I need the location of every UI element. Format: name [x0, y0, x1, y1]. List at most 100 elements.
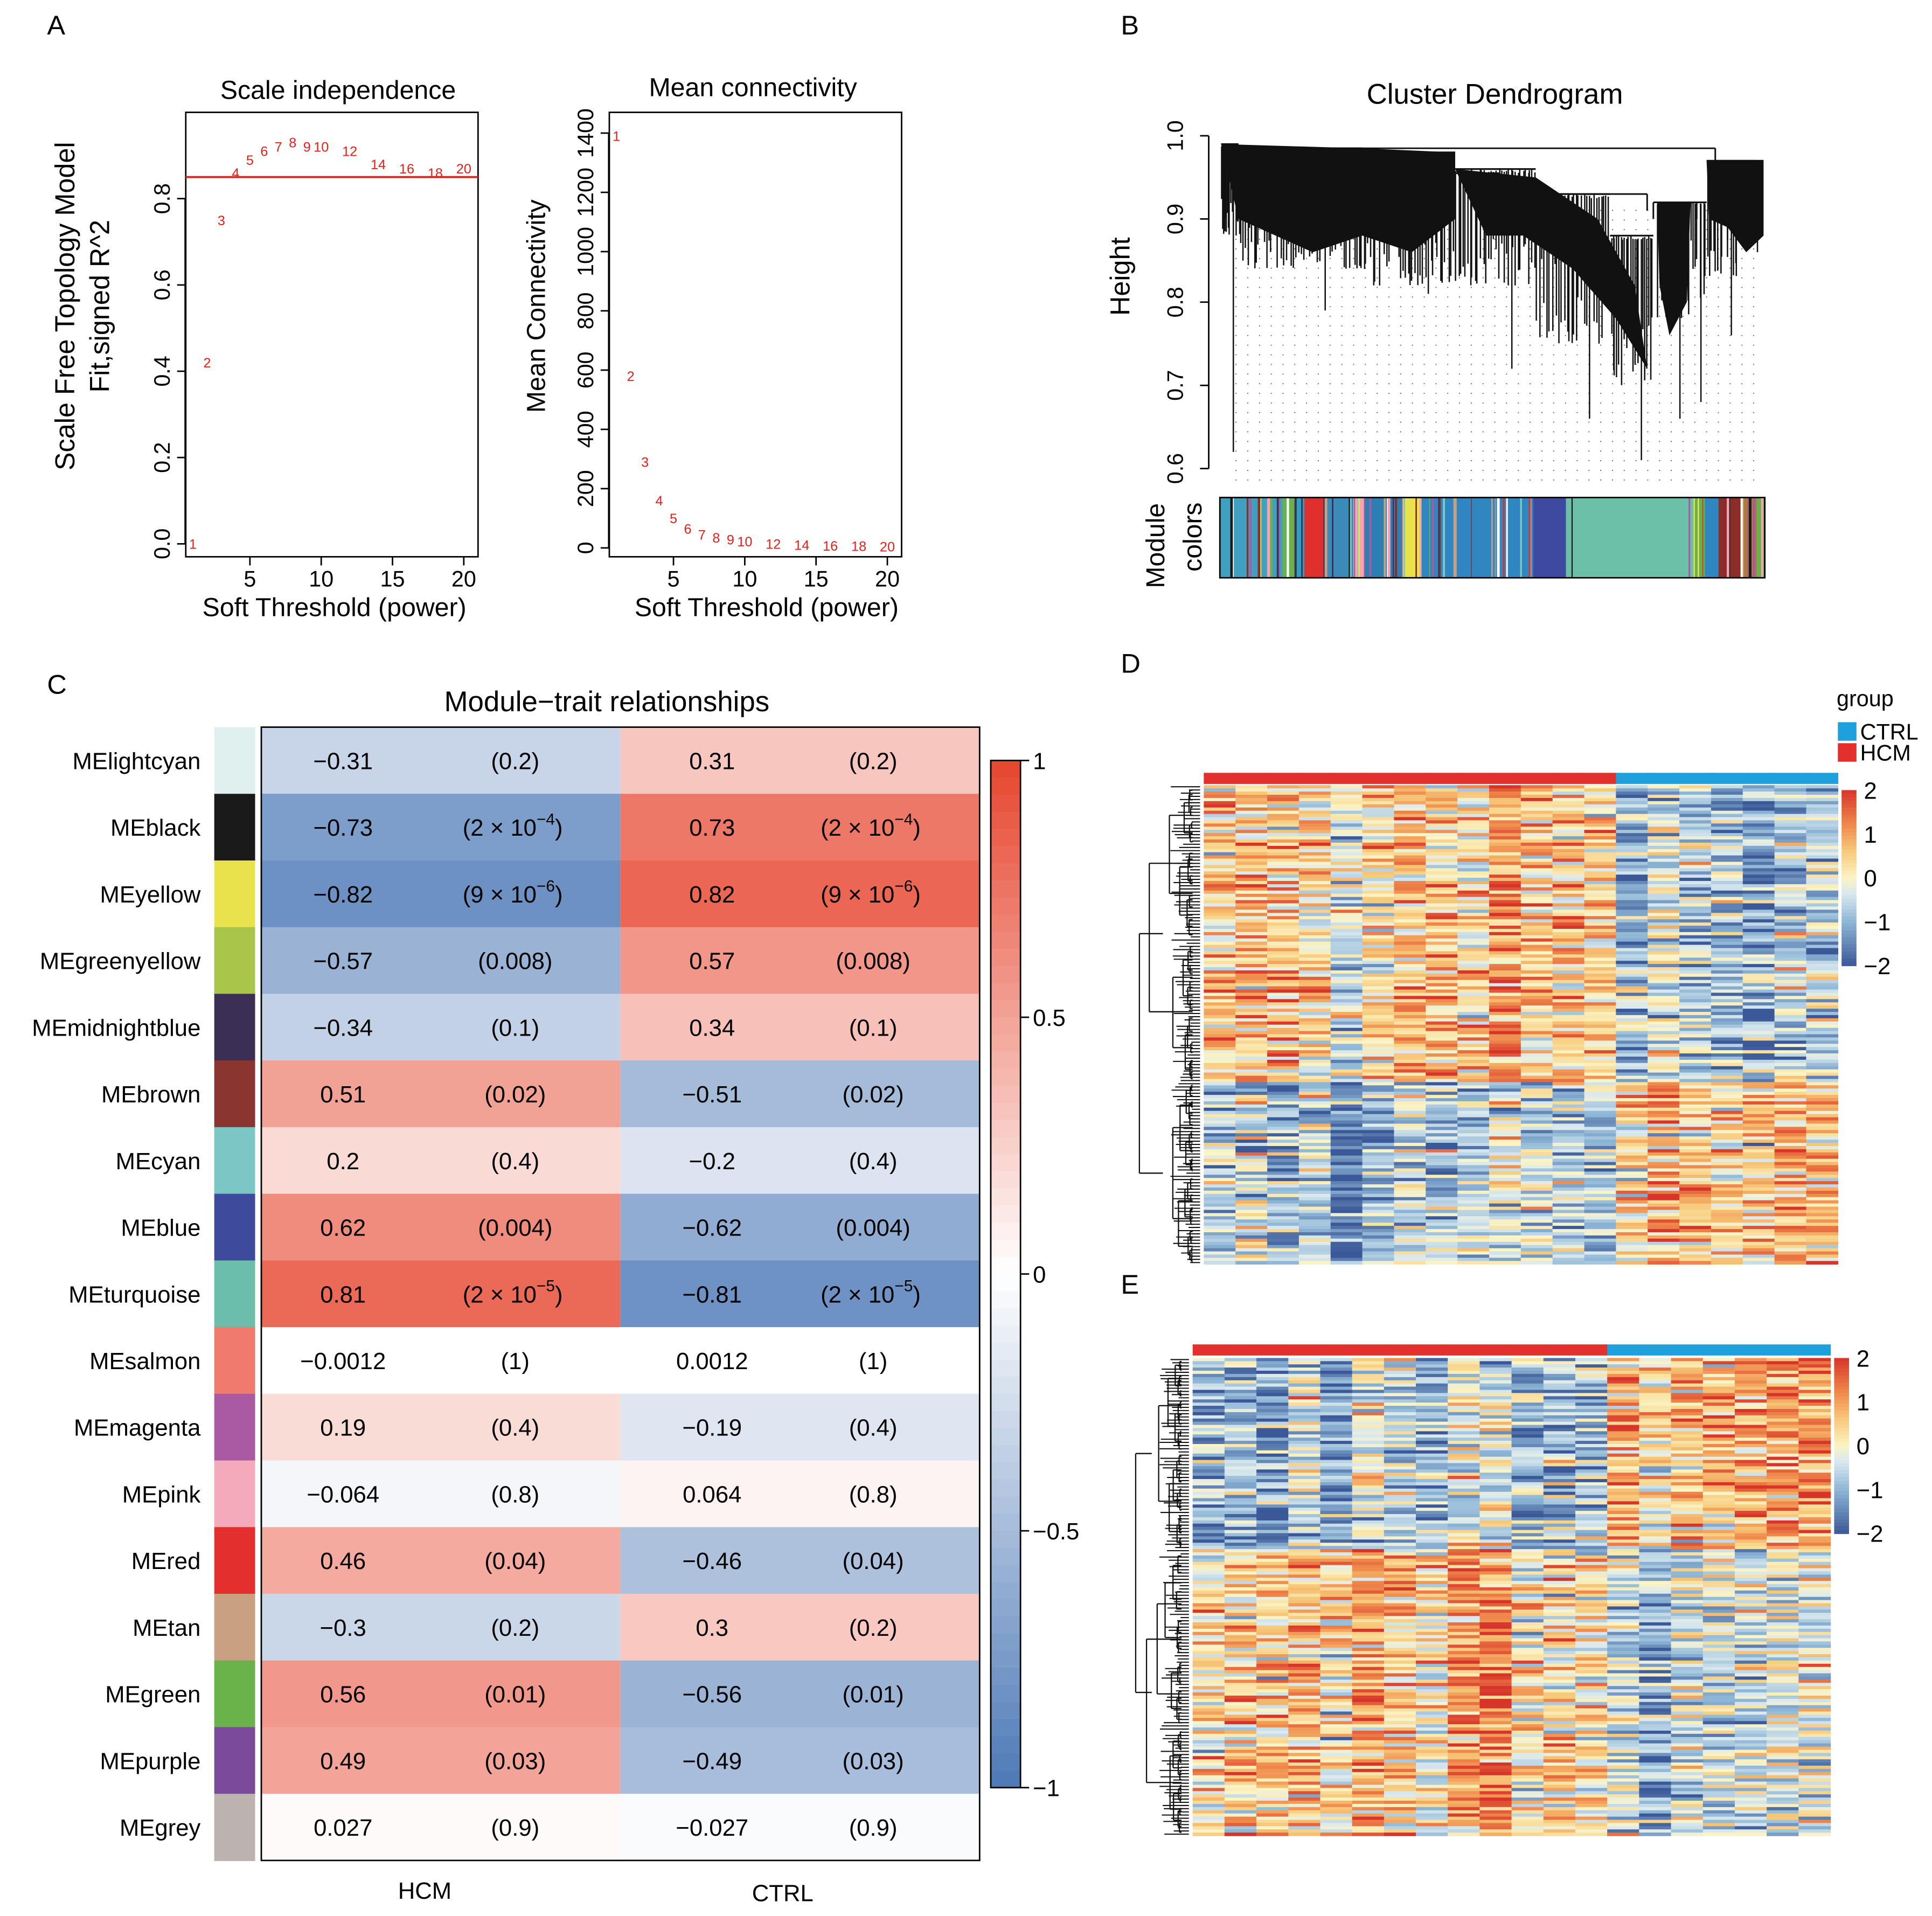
pD-cell	[1457, 814, 1490, 818]
pD-cell	[1616, 983, 1648, 987]
colorbar-segment	[990, 777, 1021, 796]
pD-cell	[1489, 807, 1521, 811]
pE-cell	[1479, 1393, 1512, 1397]
module-swatch	[214, 1794, 255, 1862]
pD-cell	[1362, 1130, 1395, 1134]
pD-cell	[1774, 1037, 1807, 1042]
pD-cell	[1806, 1018, 1838, 1022]
trait-p-ctrl: (0.008)	[836, 949, 910, 975]
pD-cell	[1489, 906, 1521, 911]
pD-cell	[1330, 948, 1363, 952]
pD-cell	[1648, 1248, 1680, 1252]
module-trait-title: Module−trait relationships	[444, 686, 770, 718]
pD-cell	[1426, 903, 1458, 907]
pD-cell	[1806, 1114, 1838, 1118]
colorbar-segment	[990, 1393, 1021, 1412]
pD-cell	[1584, 852, 1617, 856]
pD-cell	[1584, 1101, 1617, 1105]
pD-cell	[1711, 1101, 1743, 1105]
pD-cell	[1330, 1197, 1363, 1201]
scale-independence-y-axis: 0.00.20.40.60.8	[150, 183, 186, 559]
module-colors-label-2: colors	[1178, 503, 1207, 572]
pD-cell	[1679, 862, 1712, 866]
colorbar-segment	[990, 1565, 1021, 1583]
pD-cell	[1774, 916, 1807, 920]
pD-cell	[1520, 1229, 1553, 1233]
pD-cell	[1742, 893, 1775, 898]
pE-cell	[1671, 1373, 1704, 1378]
pD-cell	[1204, 1248, 1236, 1252]
pD-cell	[1742, 948, 1775, 952]
pD-cell	[1552, 941, 1585, 946]
pD-cell	[1204, 928, 1236, 933]
pD-cell	[1584, 926, 1617, 929]
pE-annot-cell	[1479, 1344, 1512, 1356]
trait-p-hcm: (0.9)	[491, 1815, 539, 1841]
pD-cell	[1362, 865, 1395, 869]
pD-cell	[1742, 833, 1775, 837]
pE-cell	[1479, 1364, 1512, 1368]
module-row-label: MEgrey	[120, 1815, 201, 1841]
pD-cell	[1742, 992, 1775, 997]
pD-cell	[1204, 1085, 1236, 1089]
pD-cell	[1806, 973, 1838, 977]
pD-cell	[1616, 785, 1648, 789]
pD-cell	[1711, 878, 1743, 881]
pD-cell	[1426, 1223, 1458, 1226]
pD-cell	[1330, 973, 1363, 977]
pD-cell	[1679, 980, 1712, 984]
pD-cell	[1742, 1092, 1775, 1095]
pD-cell	[1267, 1133, 1299, 1137]
pD-cell	[1489, 999, 1521, 1003]
pD-cell	[1584, 1165, 1617, 1169]
pD-cell	[1298, 1149, 1331, 1153]
pD-cell	[1679, 1120, 1712, 1124]
pD-cell	[1584, 845, 1617, 850]
pD-cell	[1235, 1082, 1268, 1086]
pD-cell	[1298, 881, 1331, 885]
pD-cell	[1616, 1002, 1648, 1006]
pD-cell	[1426, 1162, 1458, 1166]
pD-cell	[1520, 1075, 1553, 1080]
pD-cell	[1298, 983, 1331, 987]
pD-cell	[1457, 967, 1490, 971]
pD-cell	[1806, 967, 1838, 971]
pD-cell	[1648, 922, 1680, 926]
trait-r-ctrl: −0.49	[683, 1748, 742, 1774]
pD-cell	[1235, 1037, 1268, 1042]
pD-cell	[1330, 1216, 1363, 1220]
pD-cell	[1426, 1123, 1458, 1128]
pE-annot-cell	[1734, 1344, 1767, 1356]
pD-cell	[1742, 1066, 1775, 1070]
pD-cell	[1711, 833, 1743, 837]
pD-cell	[1648, 1213, 1680, 1217]
pD-cell	[1204, 973, 1236, 977]
pD-cell	[1774, 1050, 1807, 1054]
module-color-stripe	[1742, 497, 1744, 578]
pD-cell	[1362, 1088, 1395, 1092]
pD-cell	[1774, 1181, 1807, 1185]
pD-cell	[1679, 792, 1712, 795]
pD-cell	[1394, 922, 1426, 926]
pD-cell	[1774, 878, 1807, 881]
pD-cell	[1774, 1165, 1807, 1169]
pD-cell	[1742, 804, 1775, 808]
pD-cell	[1362, 830, 1395, 834]
pE-annot-cell	[1543, 1344, 1576, 1356]
pD-cell	[1204, 836, 1236, 840]
pD-cell	[1648, 1114, 1680, 1118]
pD-cell	[1298, 1175, 1331, 1178]
pD-cell	[1235, 910, 1268, 913]
pE-cell	[1352, 1403, 1385, 1406]
pD-cell	[1394, 1152, 1426, 1156]
pD-cell	[1711, 1223, 1743, 1226]
colorbar-segment	[990, 1034, 1021, 1052]
pD-cell	[1426, 852, 1458, 856]
pD-cell	[1552, 1146, 1585, 1150]
legend-label-ctrl: CTRL	[1860, 720, 1919, 745]
pD-cell	[1806, 976, 1838, 981]
colorbar-segment	[990, 1154, 1021, 1172]
pA2-xtick-label: 15	[804, 566, 829, 591]
pD-cell	[1394, 1123, 1426, 1128]
pE-cell	[1798, 1386, 1831, 1391]
